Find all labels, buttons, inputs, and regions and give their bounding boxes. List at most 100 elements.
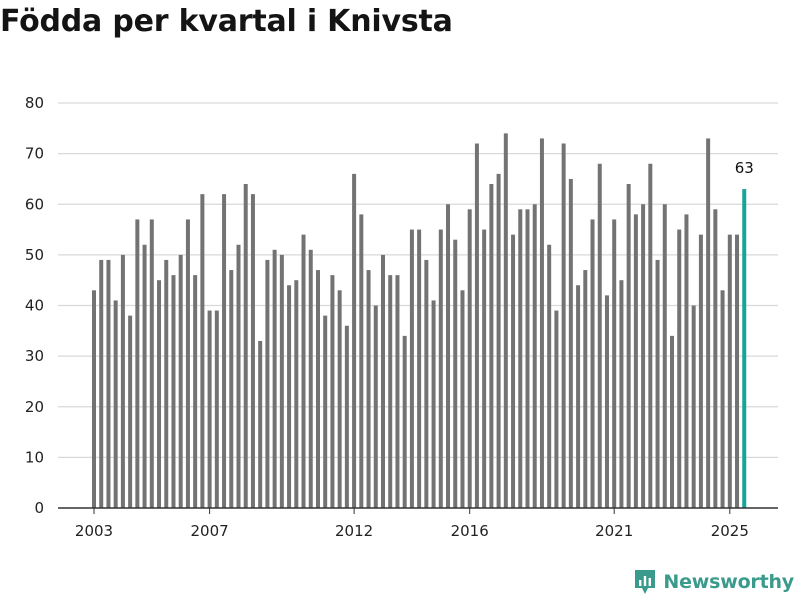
bar: [135, 219, 140, 508]
highlight-value-label: 63: [735, 159, 754, 177]
bar: [670, 335, 674, 509]
bar: [467, 209, 472, 508]
data-labels: 63: [735, 159, 754, 177]
bar: [684, 214, 689, 509]
bar: [337, 290, 342, 508]
bar: [641, 204, 646, 508]
bar: [612, 219, 617, 508]
bar: [308, 249, 313, 508]
x-tick-label: 2016: [451, 522, 489, 540]
bar: [395, 275, 400, 509]
bar: [518, 209, 523, 508]
x-tick-label: 2025: [711, 522, 749, 540]
x-tick-label: 2003: [75, 522, 113, 540]
bar: [200, 194, 205, 509]
bar: [424, 259, 429, 508]
bar: [120, 254, 125, 509]
bar: [474, 143, 479, 508]
bar: [633, 214, 638, 509]
y-tick-label: 50: [25, 246, 44, 264]
bar: [583, 270, 588, 508]
x-tick-label: 2012: [335, 522, 373, 540]
bar: [482, 229, 487, 508]
bar: [727, 234, 732, 509]
bar: [655, 259, 660, 508]
bar: [453, 239, 458, 508]
bar: [713, 209, 718, 508]
bar: [272, 249, 277, 508]
y-tick-label: 0: [34, 499, 44, 517]
bar: [92, 290, 96, 508]
bar: [489, 184, 494, 508]
y-tick-label: 20: [25, 398, 44, 416]
bar: [402, 335, 407, 509]
bar: [178, 254, 183, 509]
bar: [691, 305, 696, 508]
bar: [619, 280, 624, 508]
bar: [258, 340, 263, 508]
bar: [431, 300, 436, 508]
newsworthy-logo-icon: [635, 570, 656, 594]
bar: [315, 270, 320, 508]
bar: [359, 214, 364, 509]
bar: [698, 234, 703, 509]
bar: [229, 270, 234, 508]
bar: [323, 315, 328, 509]
bar: [597, 163, 602, 508]
bar: [446, 204, 451, 508]
bar: [720, 290, 725, 508]
bar: [250, 194, 255, 509]
x-axis-ticks: 2003 2007 2012 2016 2021 2025: [75, 508, 749, 540]
bar: [222, 194, 227, 509]
brand-name: Newsworthy: [663, 571, 794, 593]
bar: [561, 143, 566, 508]
bar: [677, 229, 682, 508]
bar: [344, 325, 349, 508]
bar: [128, 315, 133, 509]
bar: [648, 163, 653, 508]
bar: [99, 259, 104, 508]
bar: [735, 234, 740, 509]
bar: [113, 300, 118, 508]
bar: [626, 184, 631, 508]
bar-series: [92, 133, 747, 509]
bar: [706, 138, 711, 508]
bar: [214, 310, 219, 508]
bar: [511, 234, 516, 509]
y-tick-label: 30: [25, 347, 44, 365]
y-tick-label: 80: [25, 94, 44, 112]
bar: [164, 259, 169, 508]
bar: [381, 254, 385, 509]
bar: [388, 275, 393, 509]
x-tick-label: 2021: [595, 522, 633, 540]
bar: [547, 244, 552, 508]
bar: [352, 173, 357, 509]
bar: [106, 259, 111, 508]
y-tick-label: 10: [25, 448, 44, 466]
x-tick-label: 2007: [191, 522, 229, 540]
newsworthy-brand[interactable]: Newsworthy: [633, 568, 794, 596]
bar: [460, 290, 465, 508]
bar: [532, 204, 537, 508]
bar: [330, 275, 335, 509]
chart-title: Födda per kvartal i Knivsta: [0, 4, 453, 39]
bar: [171, 275, 176, 509]
bar: [604, 295, 609, 509]
bar: [496, 173, 501, 509]
bar: [409, 229, 414, 508]
bar: [265, 259, 270, 508]
y-tick-label: 70: [25, 145, 44, 163]
bar: [157, 280, 162, 508]
bar: [366, 270, 371, 508]
bar: [142, 244, 147, 508]
bar: [539, 138, 544, 508]
bar: [287, 285, 292, 508]
bar: [554, 310, 559, 508]
bar: [193, 275, 198, 509]
bar-highlight: [742, 189, 747, 508]
bar: [236, 244, 241, 508]
bar: [568, 178, 573, 508]
bar: [207, 310, 212, 508]
